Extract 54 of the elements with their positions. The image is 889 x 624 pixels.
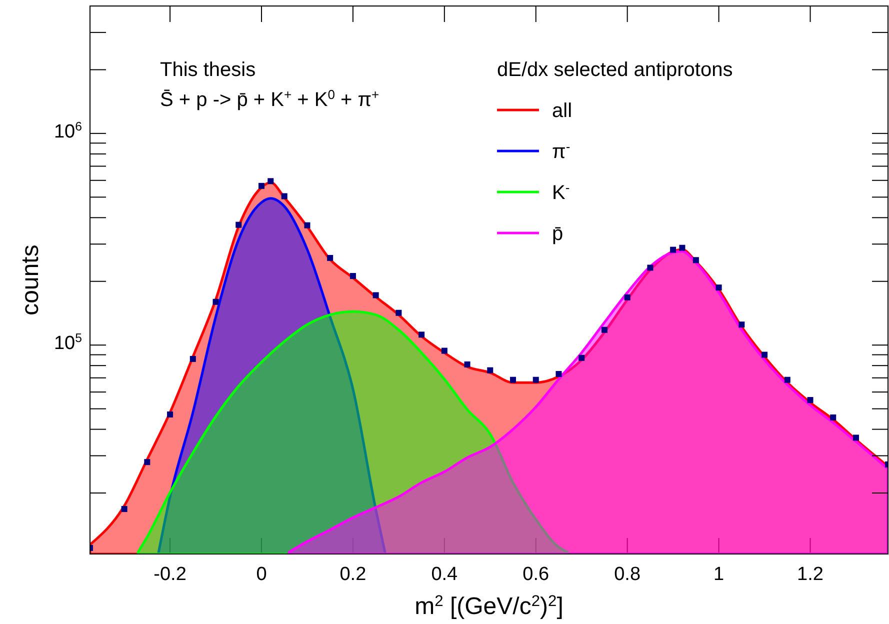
x-tick-label: 0.8 bbox=[614, 564, 641, 585]
point bbox=[807, 397, 814, 404]
point bbox=[144, 459, 150, 466]
point bbox=[441, 348, 448, 354]
point bbox=[556, 371, 562, 377]
point bbox=[624, 294, 630, 300]
x-axis-title: m$^{2}$ [(GeV/c$^{2}$)$^{2}$] bbox=[414, 592, 564, 620]
annotation: S̄ + p -> p̄ + K$^{+}$ + K$^{0}$ + π$^{+}$ bbox=[160, 86, 380, 111]
point bbox=[647, 264, 654, 271]
x-tick-label: 1.2 bbox=[797, 564, 824, 585]
y-axis-title: counts bbox=[17, 244, 44, 316]
y-tick-label: 10$^{6}$ bbox=[54, 119, 82, 142]
legend-label: p̄ bbox=[552, 223, 564, 245]
point bbox=[212, 298, 219, 305]
point bbox=[692, 257, 699, 264]
point bbox=[578, 354, 585, 361]
x-tick-label: 0.6 bbox=[522, 564, 550, 585]
x-tick-label: 0.4 bbox=[431, 564, 458, 585]
point bbox=[281, 193, 288, 200]
x-tick-label: 1 bbox=[714, 564, 724, 585]
point bbox=[268, 178, 274, 184]
point bbox=[190, 356, 196, 362]
point bbox=[327, 254, 334, 261]
legend-label: π$^{-}$ bbox=[552, 138, 570, 163]
x-tick-label: -0.2 bbox=[154, 564, 186, 585]
point bbox=[532, 376, 539, 383]
point bbox=[372, 292, 379, 298]
point bbox=[350, 273, 356, 280]
legend-label: all bbox=[552, 100, 572, 122]
legend-title: dE/dx selected antiprotons bbox=[497, 59, 733, 81]
point bbox=[167, 411, 174, 418]
point bbox=[121, 506, 128, 512]
point bbox=[258, 182, 264, 189]
point bbox=[852, 434, 859, 441]
point bbox=[601, 326, 608, 333]
point bbox=[762, 352, 768, 358]
point bbox=[304, 222, 310, 228]
point bbox=[396, 310, 402, 316]
point bbox=[679, 244, 686, 251]
x-tick-label: 0.2 bbox=[340, 564, 366, 585]
annotation: This thesis bbox=[160, 59, 256, 81]
point bbox=[464, 361, 470, 368]
point bbox=[487, 367, 494, 374]
point bbox=[418, 332, 425, 338]
legend-label: K$^{-}$ bbox=[552, 180, 570, 204]
point bbox=[510, 376, 516, 383]
point bbox=[784, 376, 790, 383]
point bbox=[830, 414, 836, 420]
y-tick-label: 10$^{5}$ bbox=[54, 331, 82, 354]
point bbox=[236, 222, 242, 228]
point bbox=[716, 284, 722, 291]
x-tick-label: 0 bbox=[256, 564, 267, 585]
point bbox=[738, 322, 745, 328]
point bbox=[670, 246, 676, 253]
